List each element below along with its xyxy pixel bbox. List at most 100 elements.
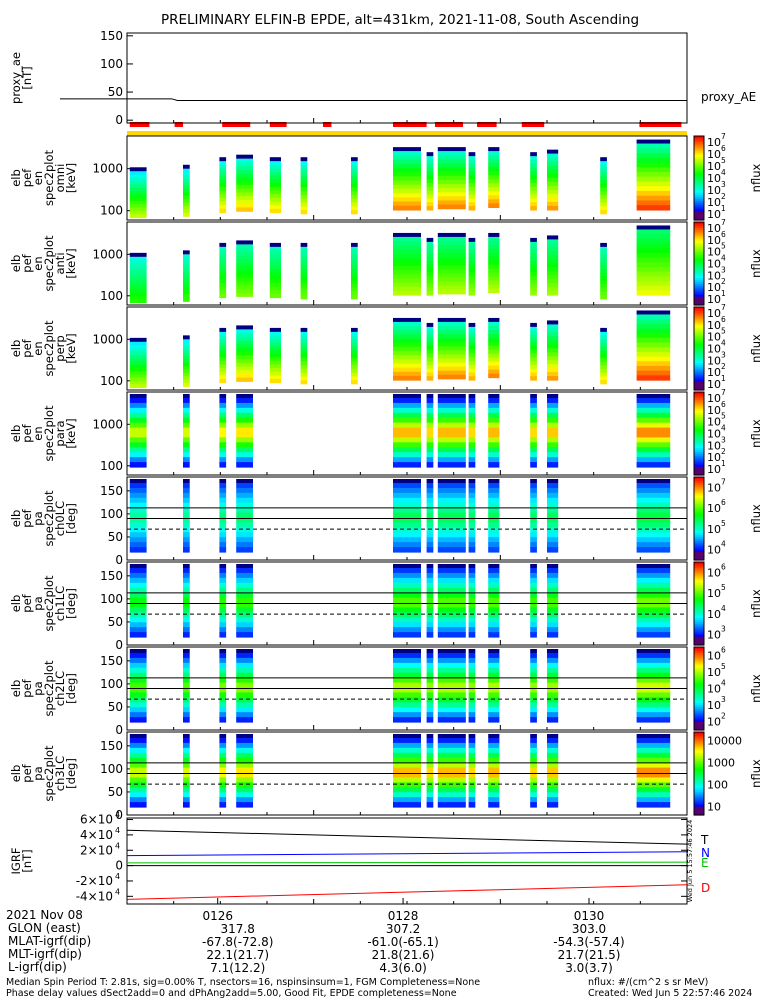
flux-cell	[236, 251, 253, 257]
colorbar-cell	[694, 624, 704, 627]
flux-cell	[488, 607, 500, 613]
flux-cell	[183, 192, 190, 197]
flux-cell	[236, 612, 253, 618]
colorbar-cell	[694, 721, 704, 725]
flux-cell	[183, 568, 190, 574]
colorbar-cell	[694, 238, 704, 242]
y-axis-label: [keV]	[64, 248, 78, 278]
flux-cell	[351, 269, 358, 274]
flux-cell	[547, 356, 559, 361]
flux-cell	[426, 697, 434, 703]
flux-cell	[636, 692, 671, 698]
colorbar-cell	[694, 255, 704, 258]
flux-cell	[236, 797, 253, 803]
flux-cell	[183, 662, 190, 669]
flux-cell	[437, 782, 466, 788]
flux-cell	[488, 762, 500, 769]
flux-cell	[183, 747, 190, 754]
flux-cell	[437, 241, 466, 246]
panel-frame	[126, 32, 688, 124]
flux-cell	[219, 692, 227, 698]
flux-cell	[269, 349, 281, 355]
colorbar-cell	[694, 152, 704, 156]
flux-cell	[426, 186, 434, 192]
flux-cap	[219, 649, 227, 653]
colorbar-cell	[694, 358, 704, 362]
flux-cell	[393, 622, 421, 628]
colorbar-cell	[694, 242, 704, 246]
colorbar-tick-exponent: 6	[721, 498, 726, 507]
colorbar-tick-label: 10	[707, 234, 721, 247]
flux-cell	[269, 342, 281, 347]
flux-cell	[393, 270, 421, 275]
flux-cell	[351, 354, 358, 359]
flux-cell	[129, 299, 147, 304]
flux-cell	[488, 345, 500, 351]
colorbar-cell	[694, 684, 704, 688]
colorbar-cell	[694, 148, 704, 152]
flux-cell	[426, 612, 434, 618]
flux-cell	[488, 787, 500, 793]
colorbar-cell	[694, 586, 704, 590]
flux-cell	[530, 194, 537, 199]
colorbar-cell	[694, 572, 704, 576]
flux-cell	[547, 344, 559, 349]
flux-cell	[547, 181, 559, 187]
flux-cell	[547, 372, 559, 377]
flux-cap	[426, 734, 434, 738]
flux-cell	[183, 582, 190, 589]
flux-cell	[219, 497, 227, 504]
flux-cell	[219, 257, 227, 262]
flux-cell	[393, 201, 421, 207]
colorbar-cell	[694, 360, 704, 364]
flux-cell	[183, 175, 190, 180]
flux-cell	[547, 677, 559, 684]
flux-cell	[530, 156, 537, 161]
flux-cell	[530, 702, 537, 708]
flux-cell	[547, 271, 559, 276]
flux-cell	[183, 277, 190, 282]
colorbar-tick-label: 10	[707, 258, 721, 271]
flux-cell	[236, 188, 253, 194]
flux-cell	[530, 257, 537, 262]
colorbar-cell	[694, 744, 704, 748]
flux-cell	[437, 196, 466, 202]
flux-cell	[636, 252, 671, 259]
colorbar-cell	[694, 676, 704, 679]
flux-cell	[437, 167, 466, 173]
y-tick-exponent: 4	[115, 872, 120, 881]
flux-cell	[547, 177, 559, 183]
flux-cell	[236, 483, 253, 489]
colorbar-cell	[694, 588, 704, 592]
flux-cell	[393, 282, 421, 288]
flux-cell	[300, 331, 308, 337]
flux-cell	[547, 767, 559, 774]
flux-cell	[468, 257, 476, 262]
y-tick-label: 100	[100, 289, 123, 303]
flux-cell	[530, 241, 537, 247]
flux-cell	[426, 357, 434, 362]
flux-cell	[183, 532, 190, 538]
colorbar-cell	[694, 615, 704, 619]
colorbar-cell	[694, 748, 704, 752]
flux-cell	[488, 369, 500, 375]
flux-cell	[236, 340, 253, 345]
colorbar-tick-label: 10	[707, 629, 721, 642]
flux-cell	[636, 290, 671, 296]
flux-cell	[300, 202, 308, 207]
flux-cell	[600, 168, 607, 174]
flux-cell	[183, 202, 190, 207]
flux-cell	[468, 522, 476, 528]
flux-cell	[351, 380, 358, 385]
flux-cell	[530, 353, 537, 358]
colorbar-cell	[694, 703, 704, 706]
flux-cell	[437, 407, 466, 414]
flux-cell	[393, 632, 421, 638]
colorbar-cell	[694, 485, 704, 488]
colorbar-tick-label: 1000	[707, 757, 735, 770]
flux-cap	[437, 232, 466, 237]
flux-cap	[393, 479, 421, 483]
colorbar-tick-exponent: 2	[721, 362, 726, 371]
flux-cell	[236, 199, 253, 205]
flux-cell	[183, 254, 190, 259]
